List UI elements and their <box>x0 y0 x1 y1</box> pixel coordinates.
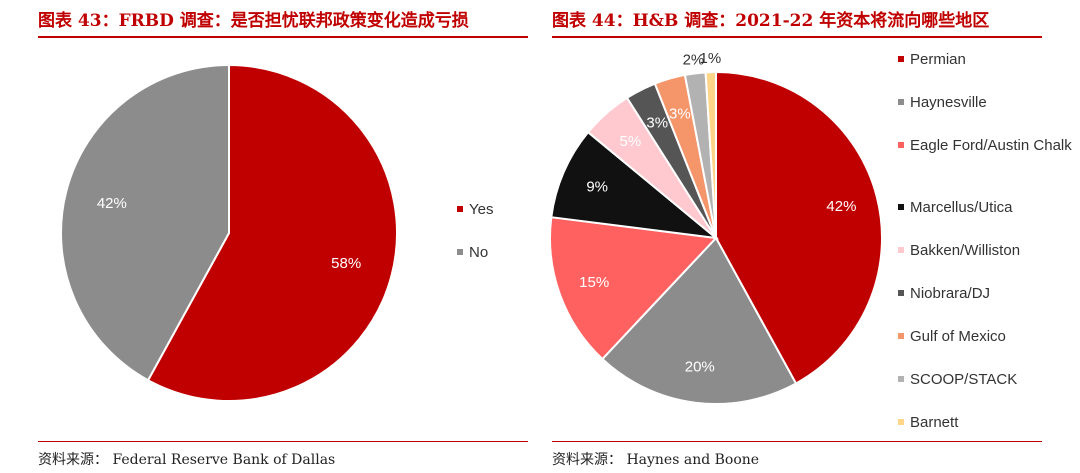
legend-label: Haynesville <box>910 94 987 111</box>
title-rule <box>38 36 528 38</box>
data-label-gulf-of-mexico: 3% <box>669 106 691 123</box>
data-label-haynesville: 20% <box>685 358 715 375</box>
pie-slice-barnett <box>704 70 717 239</box>
legend-swatch <box>898 419 904 426</box>
pie-slice-marcellus-utica <box>550 130 720 240</box>
legend-label: SCOOP/STACK <box>910 371 1018 388</box>
pie-chart-hb: 42%20%15%9%5%3%3%2%1% <box>549 50 883 405</box>
legend-label: Marcellus/Utica <box>910 199 1013 216</box>
legend-swatch <box>898 99 904 106</box>
legend-item-bakken-williston: Bakken/Williston <box>898 241 1078 260</box>
source-note: 资料来源： Haynes and Boone <box>552 452 760 468</box>
chart-title: 图表 44：H&B 调查：2021-22 年资本将流向哪些地区 <box>552 11 990 31</box>
source-rule <box>552 441 1042 442</box>
chart-panel-hb: 图表 44：H&B 调查：2021-22 年资本将流向哪些地区 42% 20% 15… <box>548 0 1080 473</box>
legend-swatch <box>898 247 904 254</box>
title-rule <box>552 36 1042 38</box>
legend-label: Eagle Ford/Austin Chalk <box>910 137 1072 154</box>
source-note: 资料来源： Federal Reserve Bank of Dallas <box>38 452 336 468</box>
legend-swatch <box>898 142 904 149</box>
legend-swatch <box>898 333 904 340</box>
legend-label: Bakken/Williston <box>910 242 1021 259</box>
legend-item-gulf-of-mexico: Gulf of Mexico <box>898 327 1078 346</box>
data-label-bakken-williston: 5% <box>620 133 642 150</box>
data-label-yes: 58% <box>331 255 361 272</box>
pie-chart-frbd: 58% 42% <box>59 63 398 402</box>
legend-label: Niobrara/DJ <box>910 285 991 302</box>
legend-item-no: No <box>457 243 527 262</box>
legend-swatch <box>898 56 904 63</box>
data-label-barnett: 1% <box>700 50 722 67</box>
source-rule <box>38 441 528 442</box>
data-label-scoop-stack: 2% <box>683 51 705 68</box>
legend-label: Permian <box>910 51 966 68</box>
data-label-permian: 42% <box>826 198 856 215</box>
legend-item-niobrara-dj: Niobrara/DJ <box>898 284 1078 303</box>
data-label-niobrara-dj: 3% <box>646 115 668 132</box>
data-label-no: 42% <box>97 195 127 212</box>
legend-item-marcellus-utica: Marcellus/Utica <box>898 198 1078 217</box>
chart-panel-frbd: 图表 43：FRBD 调查：是否担忧联邦政策变化造成亏损 58% 42% Yes N… <box>0 0 530 473</box>
chart-title: 图表 43：FRBD 调查：是否担忧联邦政策变化造成亏损 <box>38 11 469 31</box>
legend-label: Barnett <box>910 414 959 431</box>
pie-slice-haynesville <box>600 236 798 405</box>
legend-swatch <box>898 204 904 211</box>
legend-label: No <box>469 244 489 261</box>
legend-swatch <box>457 249 463 256</box>
legend-label: Gulf of Mexico <box>910 328 1006 345</box>
data-label-eagle-ford-austin-chalk: 15% <box>579 274 609 291</box>
legend-item-barnett: Barnett <box>898 413 1078 432</box>
data-label-marcellus-utica: 9% <box>586 179 608 196</box>
pie-slice-no <box>59 63 230 382</box>
pie-slice-eagle-ford-austin-chalk <box>549 216 719 361</box>
legend-item-yes: Yes <box>457 200 527 219</box>
legend-item-eagle-ford-austin-chalk: Eagle Ford/Austin Chalk <box>898 136 1078 155</box>
legend-swatch <box>457 206 463 213</box>
legend-label: Yes <box>469 201 494 218</box>
legend-item-permian: Permian <box>898 50 1078 69</box>
legend-item-haynesville: Haynesville <box>898 93 1078 112</box>
legend-swatch <box>898 376 904 383</box>
legend-swatch <box>898 290 904 297</box>
legend-item-scoop-stack: SCOOP/STACK <box>898 370 1078 389</box>
pie-slice-permian <box>715 70 883 385</box>
pie-slice-yes <box>146 63 398 402</box>
